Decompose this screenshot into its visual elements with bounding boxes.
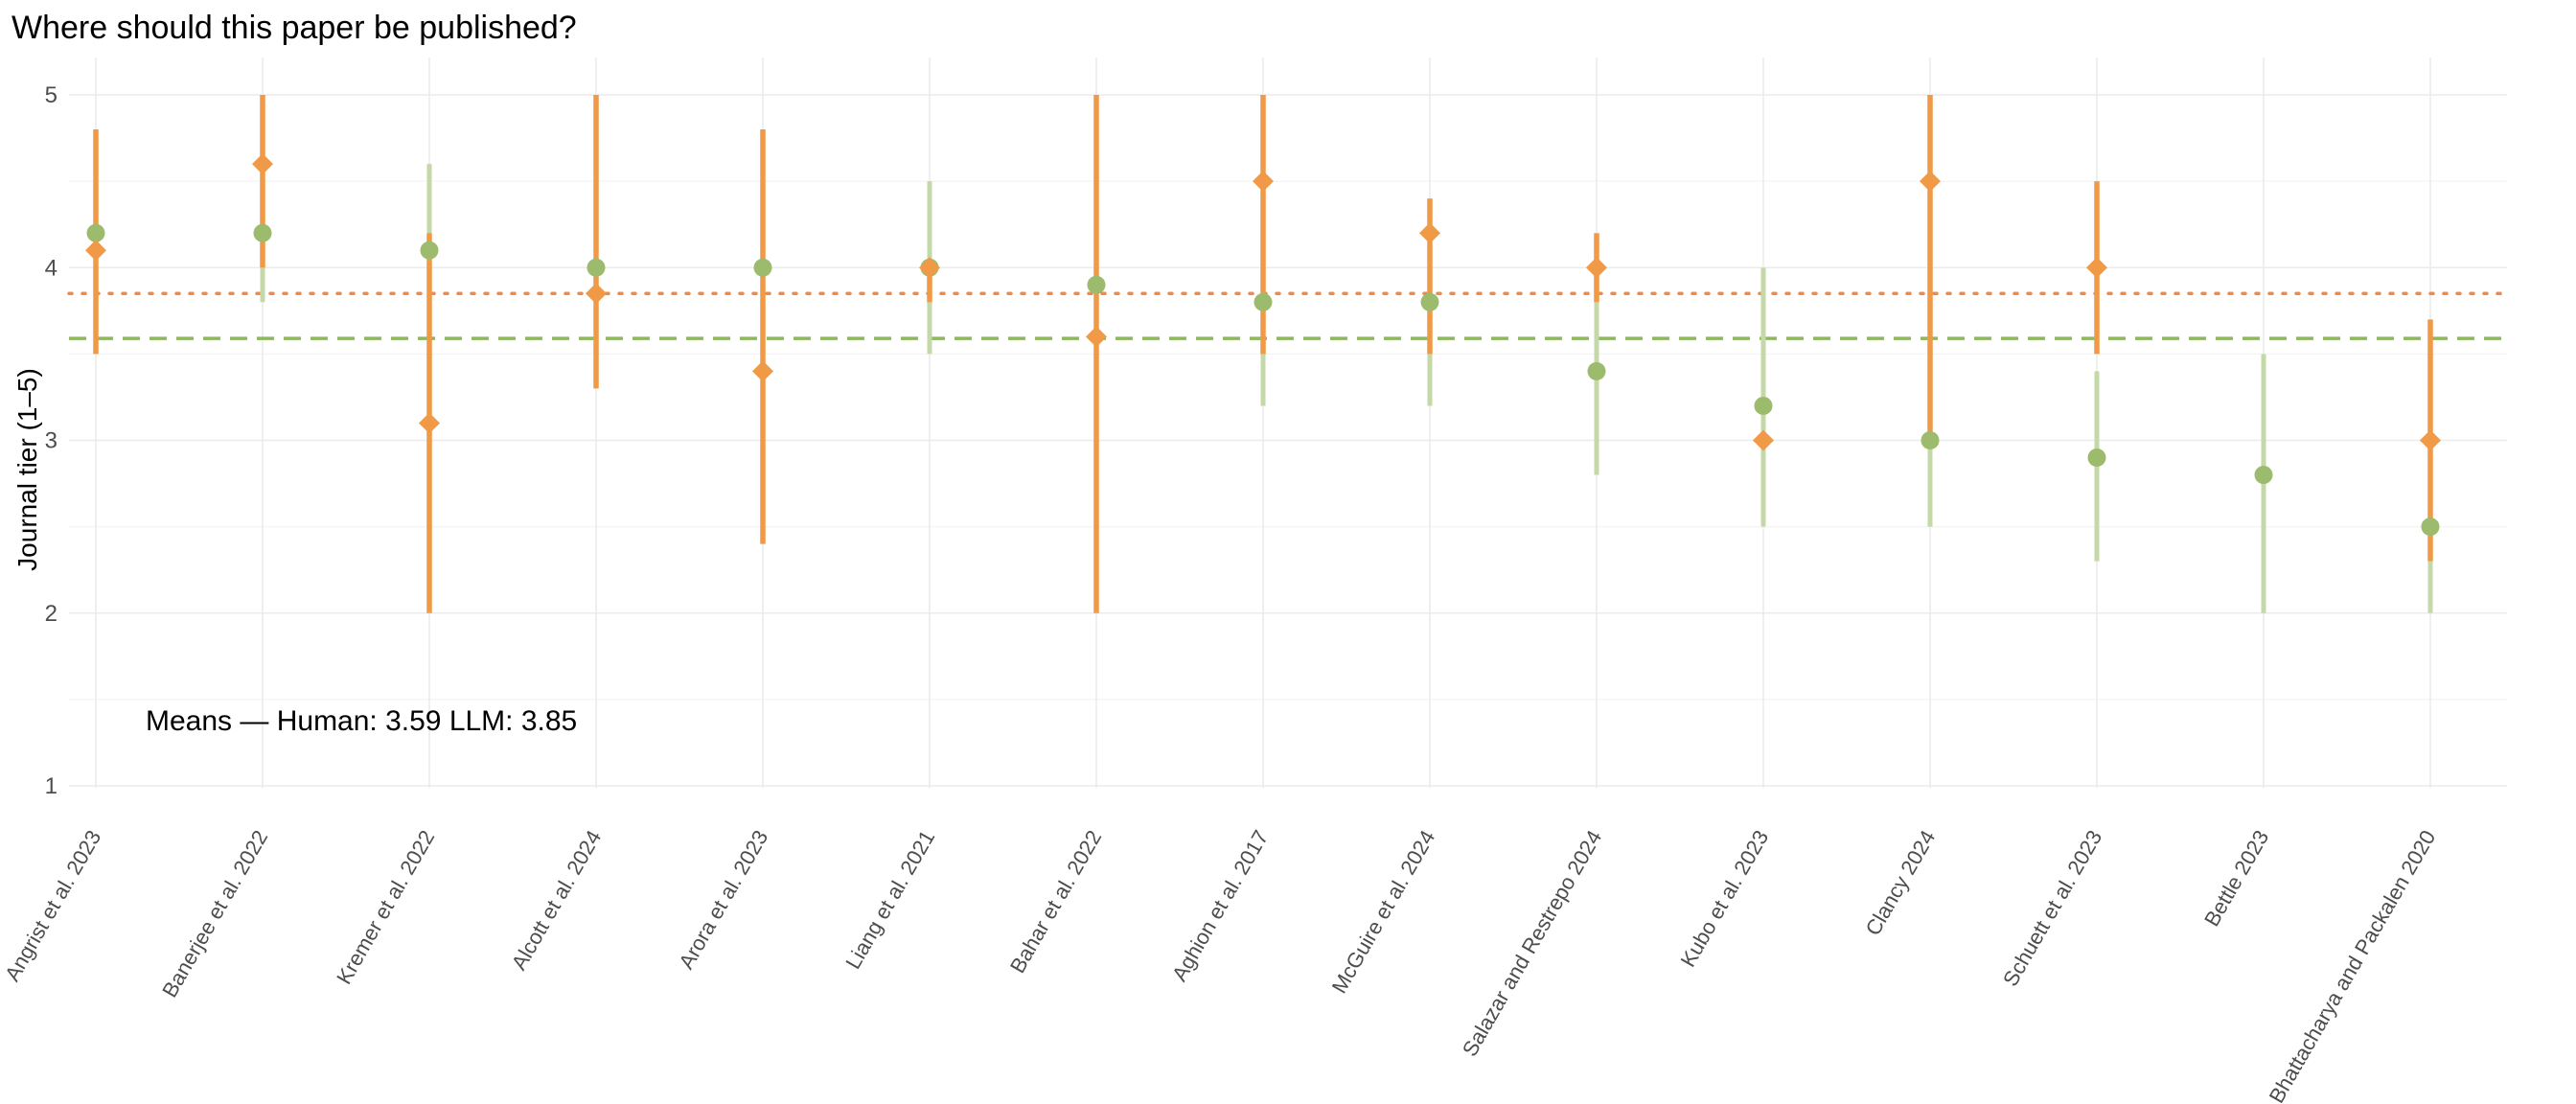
diamond-series-point xyxy=(1419,222,1440,244)
means-annotation: Means — Human: 3.59 LLM: 3.85 xyxy=(146,705,577,737)
diamond-series-point xyxy=(2086,257,2107,279)
diamond-series-point xyxy=(919,257,940,279)
circle-series-point xyxy=(86,223,105,242)
x-tick-label: Kremer et al. 2022 xyxy=(332,826,439,988)
x-tick-label: Alcott et al. 2024 xyxy=(507,826,607,974)
circle-series-point xyxy=(1087,275,1106,294)
x-tick-label: Salazar and Restrepo 2024 xyxy=(1458,826,1607,1060)
circle-series-point xyxy=(1420,292,1439,311)
diamond-series-point xyxy=(1753,429,1774,451)
x-tick-label: McGuire et al. 2024 xyxy=(1327,826,1440,998)
x-axis-ticks: Angrist et al. 2023 Banerjee et al. 2022 K… xyxy=(0,826,2440,1104)
circle-series-point xyxy=(420,241,439,260)
x-tick-label: Clancy 2024 xyxy=(1861,826,1941,939)
diamond-series-point xyxy=(752,360,773,382)
x-tick-label: Arora et al. 2023 xyxy=(674,826,772,973)
diamond-series-point xyxy=(1586,257,1607,279)
circle-series-point xyxy=(1920,431,1940,449)
diamond-series-point xyxy=(85,240,106,262)
reference-lines xyxy=(67,291,2509,340)
y-axis-ticks: 1 2 3 4 5 xyxy=(45,82,58,799)
circle-series-point xyxy=(1754,396,1773,415)
chart-title: Where should this paper be published? xyxy=(12,10,577,46)
x-tick-label: Banerjee et al. 2022 xyxy=(157,826,272,1001)
x-tick-label: Angrist et al. 2023 xyxy=(0,826,105,985)
circle-series-point xyxy=(1254,292,1273,311)
diamond-series-point xyxy=(252,153,273,175)
y-tick-label: 4 xyxy=(45,255,58,281)
diamond-series-point xyxy=(1086,326,1107,348)
circle-series-point xyxy=(2421,518,2440,537)
diamond-series-point xyxy=(586,283,607,305)
x-tick-label: Bahar et al. 2022 xyxy=(1005,826,1106,978)
diamond-series-point xyxy=(419,412,440,434)
circle-series-point xyxy=(753,258,772,277)
y-axis-label: Journal tier (1–5) xyxy=(12,368,42,571)
circle-series-point xyxy=(586,258,606,277)
circle-series-point xyxy=(2087,448,2106,468)
circle-series-point xyxy=(253,223,272,242)
y-tick-label: 3 xyxy=(45,428,58,454)
x-tick-label: Aghion et al. 2017 xyxy=(1167,826,1273,985)
x-tick-label: Bhattacharya and Packalen 2020 xyxy=(2265,826,2441,1104)
y-tick-label: 5 xyxy=(45,82,58,108)
diamond-series-point xyxy=(1920,171,1941,193)
diamond-series-point xyxy=(1253,171,1274,193)
x-tick-label: Bettle 2023 xyxy=(2199,826,2273,931)
x-tick-label: Liang et al. 2021 xyxy=(840,826,939,973)
points xyxy=(85,153,2441,537)
x-tick-label: Kubo et al. 2023 xyxy=(1676,826,1774,971)
diamond-series-point xyxy=(2420,429,2441,451)
y-tick-label: 1 xyxy=(45,773,58,799)
y-tick-label: 2 xyxy=(45,601,58,627)
x-tick-label: Schuett et al. 2023 xyxy=(1998,826,2106,990)
circle-series-point xyxy=(1587,361,1606,380)
circle-series-point xyxy=(2254,466,2273,485)
